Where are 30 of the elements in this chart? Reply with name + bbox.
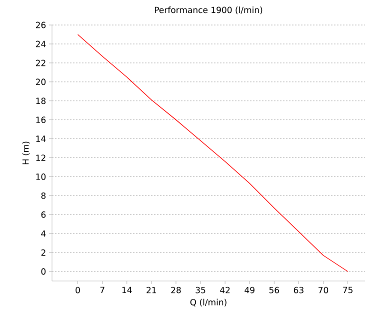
y-tick-label: 24 (36, 40, 46, 48)
x-tick-label: 42 (220, 286, 230, 294)
y-tick-label: 2 (41, 249, 46, 256)
x-tick-label: 21 (146, 286, 156, 294)
x-axis-title: Q (l/min) (190, 298, 226, 306)
x-tick-label: 49 (244, 286, 254, 294)
y-tick-label: 22 (36, 60, 46, 66)
y-tick-label: 20 (36, 78, 46, 86)
y-tick-label: 18 (36, 98, 46, 104)
x-tick-label: 70 (318, 286, 328, 294)
x-tick-label: 63 (294, 286, 304, 294)
y-tick-label: 26 (36, 22, 46, 28)
x-tick-label: 14 (122, 286, 132, 294)
chart-title: Performance 1900 (l/min) (154, 6, 262, 14)
x-tick-label: 28 (171, 286, 181, 294)
x-tick-label: 7 (100, 286, 104, 294)
y-axis-title: H (m) (22, 142, 30, 164)
x-tick-label: 75 (343, 286, 352, 294)
y-tick-label: 6 (41, 211, 46, 218)
y-tick-label: 8 (41, 192, 46, 199)
x-tick-label: 35 (196, 286, 206, 294)
y-tick-label: 16 (36, 116, 46, 124)
line-series (77, 34, 348, 272)
y-tick-label: 14 (36, 136, 46, 142)
x-tick-label: 0 (76, 286, 80, 294)
x-tick-label: 56 (269, 286, 280, 294)
y-tick-label: 12 (36, 154, 46, 161)
y-tick-label: 0 (41, 268, 46, 275)
y-tick-label: 10 (36, 173, 46, 180)
y-tick-label: 4 (41, 230, 46, 237)
